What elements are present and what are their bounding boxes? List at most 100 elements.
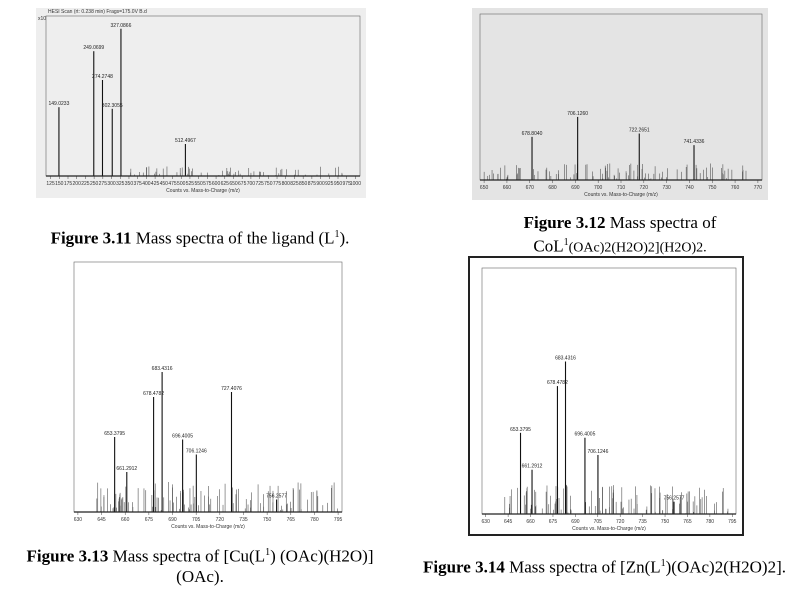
x-tick-label: 375 [134, 181, 143, 187]
x-tick-label: 875 [308, 181, 317, 187]
x-tick-label: 900 [316, 181, 325, 187]
x-axis-title: Counts vs. Mass-to-Charge (m/z) [166, 188, 240, 194]
x-tick-label: 600 [212, 181, 221, 187]
x-tick-label: 730 [662, 185, 671, 191]
x-tick-label: 675 [145, 517, 154, 523]
x-tick-label: 525 [186, 181, 195, 187]
x-tick-label: 670 [526, 185, 535, 191]
caption-tail: ) (OAc)(H2O)] [270, 546, 374, 566]
spectrum-panel-3-13: 630 645 660 675 690 705 720 735 750 765 780 795 Coun… [56, 256, 346, 530]
x-tick-label: 660 [121, 517, 130, 523]
mass-spectrum-3-14: 630 645 660 675 690 705 720 735 750 765 780 795 Coun… [472, 262, 740, 532]
x-tick-label: 710 [617, 185, 626, 191]
peak-label: 678.4782 [143, 391, 164, 397]
scan-header: HESI Scan (rt: 0.238 min) Frags=175.0V B… [48, 9, 147, 15]
x-tick-label: 825 [290, 181, 299, 187]
x-tick-label: 680 [548, 185, 557, 191]
caption-label: Figure 3.14 [422, 557, 505, 577]
x-tick-label: 425 [151, 181, 160, 187]
x-tick-label: 690 [168, 517, 177, 523]
x-tick-label: 575 [203, 181, 212, 187]
x-tick-label: 720 [616, 519, 625, 525]
peak-label: 661.2912 [522, 464, 543, 470]
x-tick-label: 800 [282, 181, 291, 187]
caption-line2: CoL [533, 236, 564, 256]
x-tick-label: 300 [107, 181, 116, 187]
x-tick-label: 760 [731, 185, 740, 191]
x-tick-label: 765 [683, 519, 692, 525]
x-tick-label: 450 [160, 181, 169, 187]
caption-label: Figure 3.12 [523, 213, 606, 232]
x-tick-label: 125 [46, 181, 55, 187]
x-tick-label: 850 [299, 181, 308, 187]
spectrum-frame-3-14 [468, 256, 744, 536]
x-tick-label: 150 [55, 181, 64, 187]
x-tick-label: 705 [594, 519, 603, 525]
caption-line2: (OAc). [176, 566, 224, 586]
caption-tail: )(OAc)2(H2O)2]. [665, 557, 786, 577]
x-tick-label: 950 [334, 181, 343, 187]
x-tick-label: 650 [480, 185, 489, 191]
peak-label: 696.4005 [575, 432, 596, 438]
plot-background [56, 256, 346, 530]
peak-label: 149.0233 [49, 101, 70, 107]
x-tick-label: 200 [73, 181, 82, 187]
x-axis-title: Counts vs. Mass-to-Charge (m/z) [584, 192, 658, 198]
peak-label: 653.3795 [104, 431, 125, 437]
x-tick-label: 700 [594, 185, 603, 191]
peak-label: 727.4076 [221, 386, 242, 392]
x-tick-label: 400 [142, 181, 151, 187]
x-tick-label: 690 [571, 519, 580, 525]
peak-label: 678.4782 [547, 380, 568, 386]
peak-label: 249.0699 [83, 45, 104, 51]
caption-text: Mass spectra of [Zn(L [504, 557, 661, 577]
x-tick-label: 250 [90, 181, 99, 187]
x-tick-label: 475 [168, 181, 177, 187]
x-tick-label: 675 [549, 519, 558, 525]
x-tick-label: 750 [263, 517, 272, 523]
mass-spectrum-3-11: 125 150 175 200 225 250 275 300 325 350 375 400 425 4… [36, 8, 366, 198]
peak-label: 706.1246 [588, 449, 609, 455]
caption-label: Figure 3.11 [50, 228, 132, 248]
x-tick-label: 720 [640, 185, 649, 191]
x-tick-label: 735 [638, 519, 647, 525]
x-tick-label: 780 [706, 519, 715, 525]
spectrum-panel-3-14: 630 645 660 675 690 705 720 735 750 765 780 795 Coun… [472, 262, 740, 532]
peak-label: 683.4316 [152, 366, 173, 372]
x-tick-label: 550 [194, 181, 203, 187]
peak-label: 683.4316 [555, 355, 576, 361]
x-tick-label: 770 [754, 185, 763, 191]
spectrum-panel-3-12: 650 660 670 680 690 700 710 720 730 740 750 760 770 C… [472, 8, 768, 200]
x-tick-label: 975 [343, 181, 352, 187]
plot-background [36, 8, 366, 198]
plot-background [472, 262, 740, 532]
peak-label: 302.3055 [102, 103, 123, 109]
peak-label: 706.1260 [567, 111, 588, 117]
x-tick-label: 275 [99, 181, 108, 187]
x-tick-label: 325 [116, 181, 125, 187]
peak-label: 661.2912 [116, 466, 137, 472]
peak-label: 756.2577 [664, 496, 685, 502]
x-tick-label: 630 [482, 519, 491, 525]
x-tick-label: 675 [238, 181, 247, 187]
peak-label: 512.4967 [175, 138, 196, 144]
peak-label: 696.4005 [172, 434, 193, 440]
x-tick-label: 765 [287, 517, 296, 523]
peak-label: 653.3795 [510, 427, 531, 433]
x-tick-label: 650 [229, 181, 238, 187]
x-tick-label: 225 [81, 181, 90, 187]
x-tick-label: 630 [74, 517, 83, 523]
x-tick-label: 500 [177, 181, 186, 187]
caption-line2-tail: (OAc)2(H2O)2](H2O)2. [568, 240, 707, 256]
peak-label: 756.2577 [266, 494, 287, 500]
x-tick-label: 1000 [350, 181, 361, 187]
caption-sup: 1 [660, 558, 666, 569]
x-tick-label: 795 [334, 517, 343, 523]
caption-sup: 1 [334, 229, 340, 240]
peak-label: 678.8040 [522, 131, 543, 137]
spectrum-panel-3-11: 125 150 175 200 225 250 275 300 325 350 375 400 425 4… [36, 8, 366, 198]
caption-text: Mass spectra of [Cu(L [108, 546, 266, 566]
x-tick-label: 795 [728, 519, 737, 525]
plot-background [472, 8, 768, 200]
caption-tail: ). [339, 228, 350, 248]
